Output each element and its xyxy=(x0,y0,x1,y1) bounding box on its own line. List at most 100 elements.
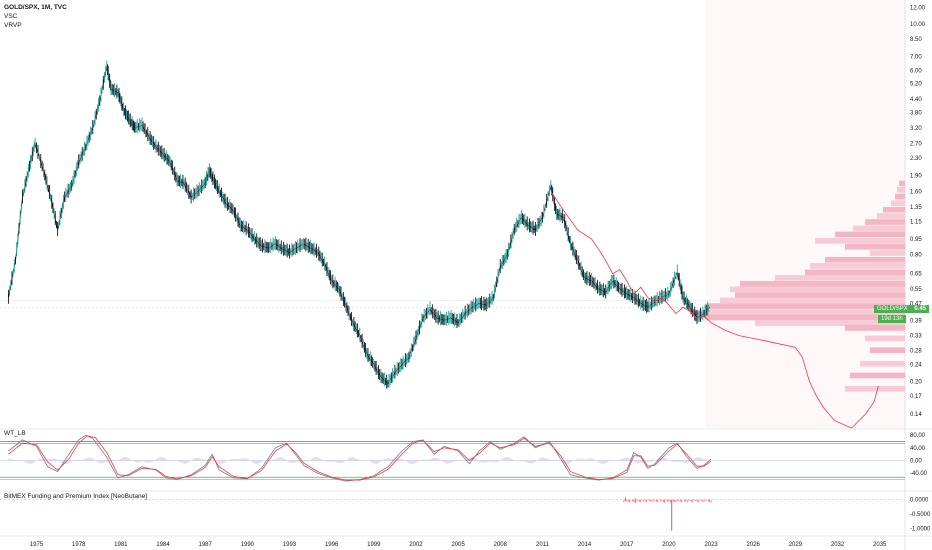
price-tick-label: 2.70 xyxy=(910,142,922,148)
price-tick-label: 0.80 xyxy=(910,253,922,259)
time-tick-label: 1999 xyxy=(367,542,381,548)
volume-profile-bar xyxy=(850,372,905,379)
volume-profile-bar xyxy=(865,335,905,342)
price-tick-label: 3.80 xyxy=(910,110,922,116)
price-badge: GOLD/SPX 0.45 xyxy=(874,305,930,313)
bitmex-tick-label: -1.0000 xyxy=(910,526,931,532)
volume-profile-bar xyxy=(815,238,905,244)
volume-profile-bar xyxy=(720,297,905,304)
wt2-line xyxy=(8,435,712,481)
time-tick-label: 1990 xyxy=(241,542,255,548)
chart-legend: GOLD/SPX, 1M, TVC VSC VRVP xyxy=(4,3,67,30)
volume-profile-bar xyxy=(730,286,905,293)
price-tick-label: 7.00 xyxy=(910,55,922,61)
volume-profile-bar xyxy=(897,186,905,193)
volume-profile-bar xyxy=(735,292,905,298)
volume-profile-bar xyxy=(877,213,905,219)
time-tick-label: 2035 xyxy=(873,542,887,548)
volume-profile-bar xyxy=(740,280,905,287)
price-tick-label: 0.33 xyxy=(910,334,922,340)
price-tick-label: 0.20 xyxy=(910,379,922,385)
time-axis[interactable]: 1975 1978 1981 1984 1987 1990 1993 1996 1999 2002… xyxy=(30,542,887,548)
bitmex-tick-label: 0.0000 xyxy=(910,498,929,504)
time-tick-label: 1981 xyxy=(114,542,128,548)
price-tick-label: 8.50 xyxy=(910,37,922,43)
overlay-vsc-label[interactable]: VSC xyxy=(4,13,18,20)
price-series xyxy=(7,60,710,389)
volume-profile-bar xyxy=(899,180,905,187)
time-tick-label: 2008 xyxy=(494,542,508,548)
bitmex-indicator-title[interactable]: BitMEX Funding and Premium Index [NeoBut… xyxy=(4,493,148,500)
price-tick-label: 0.14 xyxy=(910,412,922,418)
price-tick-label: 0.39 xyxy=(910,318,922,324)
volume-profile-bar xyxy=(705,303,905,309)
wt1-line xyxy=(8,434,712,482)
volume-profile-bar xyxy=(865,219,905,225)
price-tick-label: 0.28 xyxy=(910,349,922,355)
volume-profile-bar xyxy=(870,347,905,354)
price-badge-symbol: GOLD/SPX xyxy=(877,306,908,312)
time-tick-label: 1984 xyxy=(156,542,170,548)
volume-profile-bar xyxy=(705,314,905,321)
wt-tick-label: -40.00 xyxy=(910,471,928,477)
price-badge-value: 0.45 xyxy=(914,306,927,312)
time-tick-label: 2005 xyxy=(451,542,465,548)
price-tick-label: 6.00 xyxy=(910,69,922,75)
time-tick-label: 2029 xyxy=(789,542,803,548)
countdown-badge: 19d 13h xyxy=(878,315,906,323)
time-tick-label: 2026 xyxy=(747,542,761,548)
time-tick-label: 1993 xyxy=(283,542,297,548)
symbol-title[interactable]: GOLD/SPX, 1M, TVC xyxy=(4,4,67,11)
projection-series xyxy=(550,191,879,429)
price-tick-label: 2.30 xyxy=(910,156,922,162)
volume-profile-bar xyxy=(825,257,905,263)
volume-profile-bar xyxy=(810,263,905,269)
price-tick-label: 0.17 xyxy=(910,394,922,400)
price-tick-label: 12.00 xyxy=(910,5,926,11)
time-tick-label: 1978 xyxy=(72,542,86,548)
price-tick-label: 5.20 xyxy=(910,82,922,88)
price-tick-label: 0.47 xyxy=(910,301,922,307)
price-tick-label: 1.15 xyxy=(910,220,922,226)
wt-oscillator xyxy=(0,434,905,482)
volume-profile-bar xyxy=(895,193,905,200)
volume-profile-bar xyxy=(690,309,905,315)
wt-tick-label: 0.00 xyxy=(910,459,922,465)
projection-line xyxy=(550,191,879,429)
volume-profile-bar xyxy=(870,250,905,256)
time-tick-label: 2020 xyxy=(662,542,676,548)
bitmex-tick-label: -0.5000 xyxy=(910,512,931,518)
price-tick-label: 4.40 xyxy=(910,97,922,103)
volume-profile-area xyxy=(705,0,905,428)
overlay-vrvp-label[interactable]: VRVP xyxy=(4,22,22,29)
volume-profile-bar xyxy=(755,320,905,326)
price-line xyxy=(8,66,710,385)
time-tick-label: 2032 xyxy=(831,542,845,548)
wt-indicator-title[interactable]: WT_LB xyxy=(4,430,26,437)
volume-profile-bar xyxy=(883,206,905,213)
price-tick-label: 0.65 xyxy=(910,272,922,278)
price-tick-label: 3.20 xyxy=(910,126,922,132)
volume-profile-bar xyxy=(775,275,905,281)
price-tick-label: 1.35 xyxy=(910,205,922,211)
time-tick-label: 2002 xyxy=(409,542,423,548)
wt-tick-label: 40.00 xyxy=(910,446,926,452)
volume-profile-bar xyxy=(845,325,905,331)
bitmex-funding xyxy=(0,497,905,531)
price-tick-label: 1.60 xyxy=(910,189,922,195)
time-tick-label: 2014 xyxy=(578,542,592,548)
price-tick-label: 0.24 xyxy=(910,363,922,369)
volume-profile-bar xyxy=(845,243,905,250)
price-axis[interactable]: 12.00 10.00 8.50 7.00 6.00 5.20 4.40 3.80 3.20 2.… xyxy=(910,5,931,532)
volume-profile-bar xyxy=(845,386,905,392)
time-tick-label: 1987 xyxy=(198,542,212,548)
volume-profile-bar xyxy=(853,225,905,232)
time-tick-label: 1996 xyxy=(325,542,339,548)
time-tick-label: 1975 xyxy=(30,542,44,548)
time-tick-label: 2017 xyxy=(620,542,634,548)
time-tick-label: 2011 xyxy=(536,542,550,548)
price-tick-label: 0.55 xyxy=(910,287,922,293)
price-tick-label: 1.90 xyxy=(910,174,922,180)
wt-momentum-area xyxy=(8,456,712,465)
